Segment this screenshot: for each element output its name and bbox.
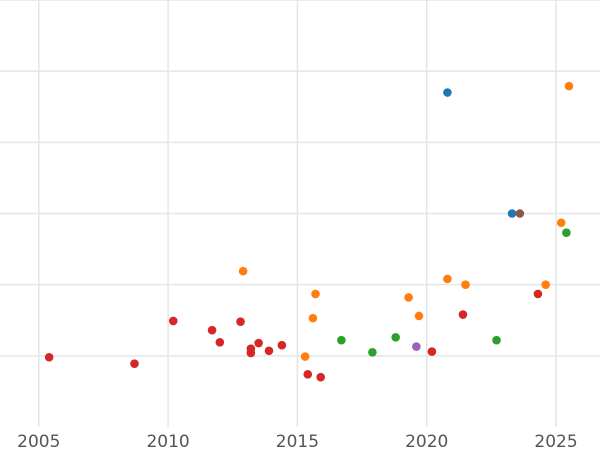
data-point (533, 289, 543, 299)
data-point (492, 335, 501, 345)
x-tick-label: 2010 (146, 432, 189, 450)
data-point (368, 347, 377, 357)
data-point (246, 344, 256, 354)
x-grid-lines (38, 0, 557, 427)
data-point (412, 342, 421, 351)
x-tick-label: 2020 (405, 432, 448, 450)
data-point (427, 347, 437, 356)
data-point (238, 266, 248, 276)
data-point (44, 352, 54, 362)
data-point (168, 316, 178, 326)
data-point (337, 335, 346, 345)
data-point (443, 274, 452, 284)
data-point (308, 313, 318, 323)
data-point (264, 346, 274, 356)
data-point (254, 338, 263, 348)
data-point (303, 370, 313, 379)
data-point (311, 289, 320, 299)
data-point (404, 293, 413, 302)
x-tick-labels: 2005 2010 2015 2020 2025 (17, 432, 578, 450)
data-point (391, 333, 400, 342)
data-point (215, 338, 225, 347)
x-tick-label: 2015 (276, 432, 319, 450)
data-point (236, 317, 245, 326)
data-point (130, 359, 139, 368)
data-point (277, 340, 287, 350)
data-point (562, 228, 571, 238)
data-point (443, 88, 452, 97)
y-grid-lines (0, 0, 600, 357)
data-point (564, 81, 574, 91)
x-tick-label: 2025 (534, 432, 577, 450)
data-point (458, 310, 468, 319)
data-point (556, 218, 566, 228)
x-tick-label: 2005 (17, 432, 60, 450)
data-point (300, 352, 310, 361)
data-point (414, 311, 424, 321)
data-point (207, 325, 217, 335)
data-point (461, 280, 470, 289)
data-points (44, 81, 574, 382)
data-point (541, 280, 550, 289)
data-point (507, 209, 517, 218)
data-point (515, 209, 525, 218)
data-point (316, 372, 325, 382)
